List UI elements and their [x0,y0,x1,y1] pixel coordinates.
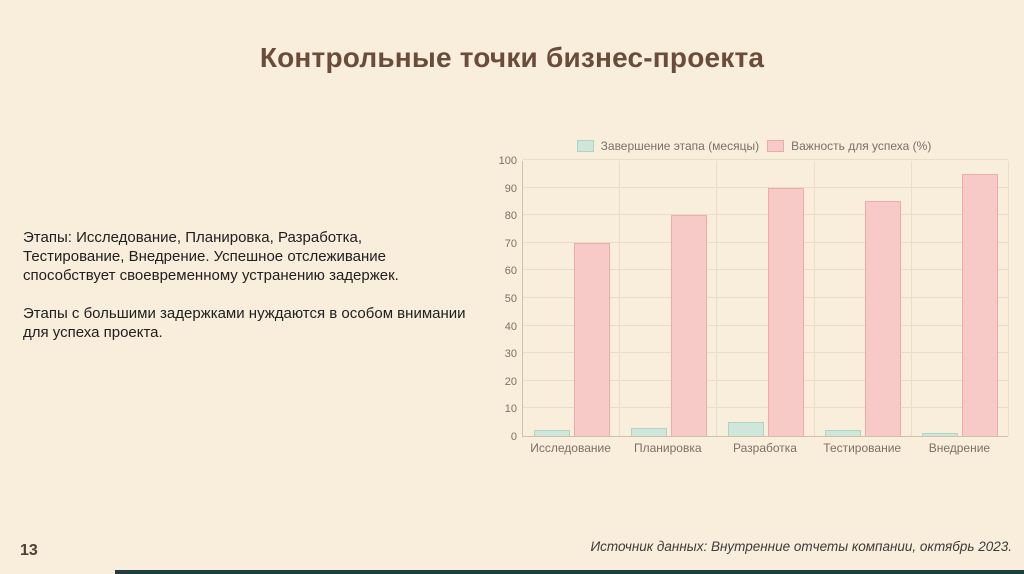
y-axis-tick-label: 0 [510,431,517,443]
body-text-block: Этапы: Исследование, Планировка, Разрабо… [23,228,467,342]
y-axis-tick-label: 90 [504,182,517,195]
gridline [910,161,912,436]
bar-completion [630,427,667,436]
body-paragraph: Этапы с большими задержками нуждаются в … [23,305,466,341]
x-axis-category-label: Планировка [634,441,702,455]
chart-legend: Завершение этапа (месяцы) Важность для ус… [488,136,1020,156]
y-axis-tick-label: 50 [504,293,517,305]
chart-plot-area: 0 10 20 30 40 50 60 70 80 90 100 [499,155,1009,443]
y-axis-tick-label: 60 [504,265,517,278]
legend-swatch-icon [767,140,785,152]
gridline [523,352,1008,354]
gridline [523,379,1008,381]
y-axis-tick-label: 20 [504,375,517,388]
legend-item: Завершение этапа (месяцы) [576,139,760,153]
gridline [716,161,718,436]
gridline [523,214,1008,216]
y-axis-tick-label: 30 [504,348,517,361]
gridline [523,269,1008,271]
page-number: 13 [20,542,38,559]
bar-importance [865,201,902,436]
gridline [523,324,1008,326]
gridline [523,159,1008,160]
bar-completion [728,422,764,436]
x-axis-category-label: Тестирование [823,441,902,455]
chart-category-axis: Исследование Планировка Разработка Тестиров… [522,437,1008,457]
gridline [523,297,1008,298]
y-axis-tick-label: 100 [498,155,517,167]
gridline [523,241,1008,243]
x-axis-category-label: Исследование [530,441,611,455]
y-axis-tick-label: 40 [504,320,517,333]
gridline [813,161,815,436]
gridline [523,407,1008,409]
y-axis-tick-label: 10 [504,403,517,416]
bar-completion [825,430,862,436]
gridline [523,186,1008,188]
legend-item: Важность для успеха (%) [767,139,931,153]
gridline [1008,161,1009,436]
bar-importance [962,173,999,436]
bottom-accent-bar [115,570,1024,574]
bar-completion [533,430,570,436]
bar-importance [670,215,707,436]
bar-importance [768,187,804,436]
bar-completion [922,433,959,436]
x-axis-category-label: Внедрение [928,441,991,455]
y-axis-tick-label: 80 [504,210,517,223]
body-paragraph: Этапы: Исследование, Планировка, Разрабо… [23,229,399,284]
bar-chart: Завершение этапа (месяцы) Важность для ус… [488,136,1020,468]
bar-importance [573,242,610,436]
slide-title: Контрольные точки бизнес-проекта [259,42,765,73]
y-axis-tick-label: 70 [504,237,517,250]
x-axis-category-label: Разработка [733,441,797,455]
legend-swatch-icon [576,140,594,152]
source-note: Источник данных: Внутренние отчеты компа… [590,539,1012,554]
legend-label: Завершение этапа (месяцы) [600,139,760,153]
legend-label: Важность для успеха (%) [791,139,932,153]
gridline [619,161,621,436]
